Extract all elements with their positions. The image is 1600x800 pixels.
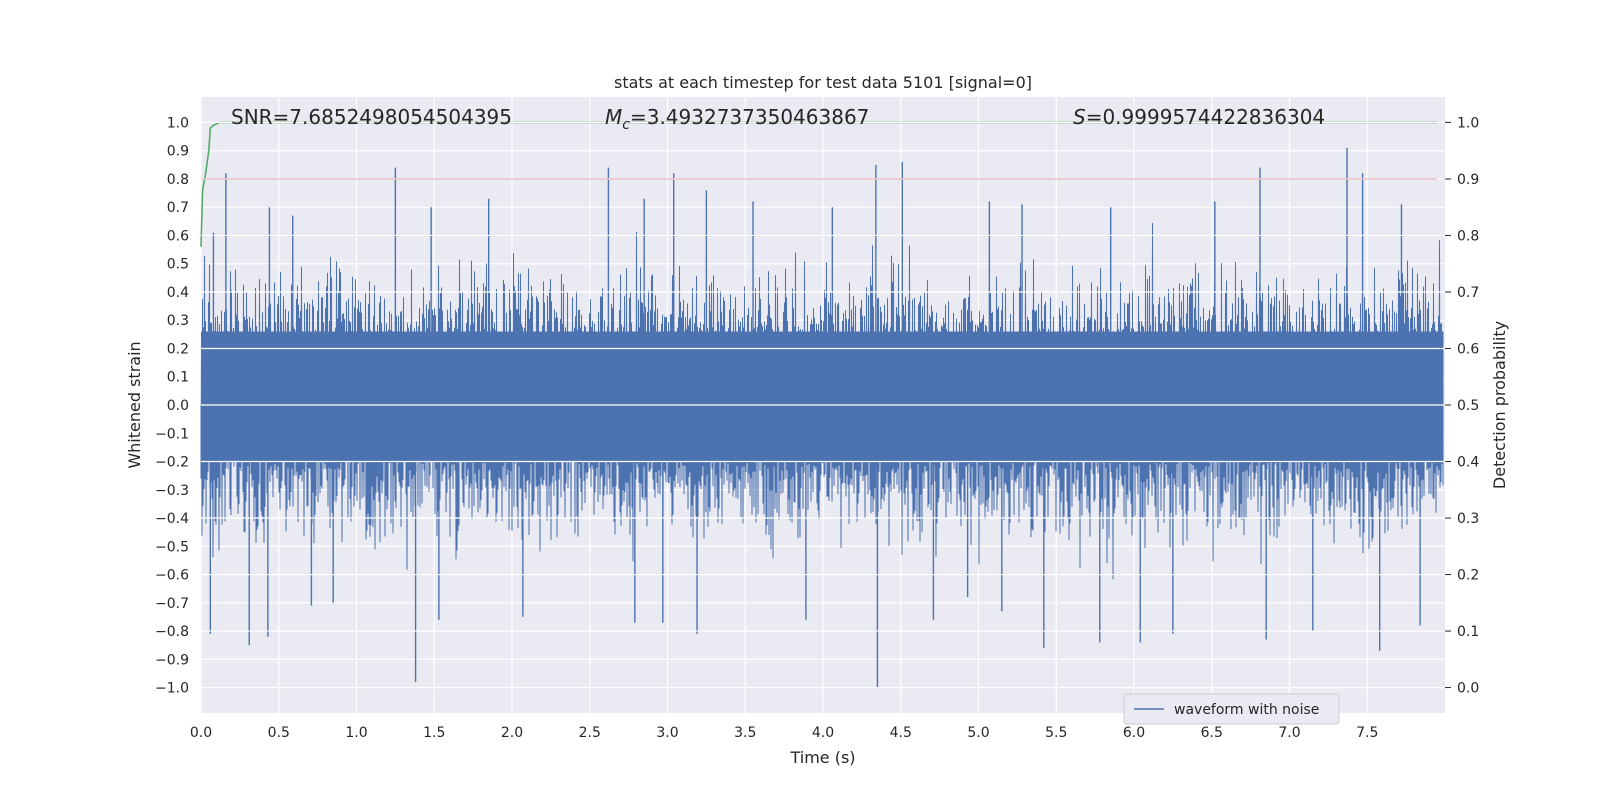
y2-tick-label: 0.6 xyxy=(1457,341,1479,357)
y-tick-label: 0.2 xyxy=(167,341,189,357)
x-tick-label: 3.0 xyxy=(656,725,678,741)
y-tick-label: −0.3 xyxy=(155,483,189,499)
y-tick-label: 0.9 xyxy=(167,144,189,160)
y-tick-label: −0.7 xyxy=(155,596,189,612)
y2-tick-label: 0.0 xyxy=(1457,681,1479,697)
s-symbol: S xyxy=(1073,105,1086,129)
y-tick-label: −0.1 xyxy=(155,426,189,442)
s-annotation: S=0.9999574422836304 xyxy=(1073,105,1325,129)
chirp-mass-value: =3.4932737350463867 xyxy=(630,105,869,129)
y-axis-ticks: 1.0 0.9 0.8 0.7 0.6 0.5 0.4 0.3 0.2 0.1 0.0 −0.1 −0.… xyxy=(155,115,189,696)
y-tick-label: −0.4 xyxy=(155,511,189,527)
y-tick-label: −0.5 xyxy=(155,539,189,555)
chirp-mass-annotation: Mc=3.4932737350463867 xyxy=(605,105,869,133)
waveform-series xyxy=(200,147,1444,688)
chart-title: stats at each timestep for test data 510… xyxy=(614,73,1032,92)
x-tick-label: 6.0 xyxy=(1123,725,1145,741)
snr-annotation: SNR=7.6852498054504395 xyxy=(231,105,512,129)
y-tick-label: −0.2 xyxy=(155,455,189,471)
x-tick-label: 1.5 xyxy=(423,725,445,741)
legend-box xyxy=(1123,693,1340,725)
y-tick-label: 1.0 xyxy=(167,115,189,131)
y2-tick-label: 0.5 xyxy=(1457,398,1479,414)
y-tick-label: 0.1 xyxy=(167,370,189,386)
y-tick-label: −0.9 xyxy=(155,652,189,668)
legend: waveform with noise xyxy=(1123,693,1340,725)
y2-axis-ticks: 1.0 0.9 0.8 0.7 0.6 0.5 0.4 0.3 0.2 0.1 0.0 xyxy=(1445,115,1479,697)
x-tick-label: 7.0 xyxy=(1278,725,1300,741)
x-tick-label: 0.5 xyxy=(268,725,290,741)
y-tick-label: 0.6 xyxy=(167,228,189,244)
y-tick-label: 0.0 xyxy=(167,398,189,414)
x-tick-label: 0.0 xyxy=(190,725,212,741)
y-axis-label: Whitened strain xyxy=(125,341,144,468)
waveform-core xyxy=(201,331,1444,462)
y2-axis-label: Detection probability xyxy=(1490,321,1509,489)
y2-tick-label: 0.7 xyxy=(1457,285,1479,301)
x-tick-label: 6.5 xyxy=(1201,725,1223,741)
y-tick-label: 0.8 xyxy=(167,172,189,188)
x-tick-label: 1.0 xyxy=(345,725,367,741)
y-tick-label: 0.7 xyxy=(167,200,189,216)
y2-tick-label: 1.0 xyxy=(1457,115,1479,131)
y2-tick-label: 0.8 xyxy=(1457,228,1479,244)
x-tick-label: 4.5 xyxy=(890,725,912,741)
x-tick-label: 7.5 xyxy=(1356,725,1378,741)
y-tick-label: 0.3 xyxy=(167,313,189,329)
y-tick-label: −0.6 xyxy=(155,568,189,584)
y-tick-label: 0.4 xyxy=(167,285,189,301)
x-tick-label: 2.0 xyxy=(501,725,523,741)
y2-tick-label: 0.4 xyxy=(1457,455,1479,471)
x-tick-label: 2.5 xyxy=(579,725,601,741)
x-tick-label: 5.0 xyxy=(967,725,989,741)
y-tick-label: −0.8 xyxy=(155,624,189,640)
y-tick-label: 0.5 xyxy=(167,257,189,273)
x-tick-label: 3.5 xyxy=(734,725,756,741)
x-tick-label: 5.5 xyxy=(1045,725,1067,741)
y-tick-label: −1.0 xyxy=(155,681,189,697)
y2-tick-label: 0.1 xyxy=(1457,624,1479,640)
chirp-mass-symbol: M xyxy=(605,105,622,129)
legend-entry: waveform with noise xyxy=(1174,702,1319,718)
s-value: =0.9999574422836304 xyxy=(1086,105,1325,129)
y2-tick-label: 0.3 xyxy=(1457,511,1479,527)
y2-tick-label: 0.9 xyxy=(1457,172,1479,188)
x-axis-label: Time (s) xyxy=(789,748,855,767)
x-axis-ticks: 0.0 0.5 1.0 1.5 2.0 2.5 3.0 3.5 4.0 4.5 5.0 5.5 6.0 6… xyxy=(190,725,1379,741)
chirp-mass-subscript: c xyxy=(622,117,630,133)
y2-tick-label: 0.2 xyxy=(1457,568,1479,584)
x-tick-label: 4.0 xyxy=(812,725,834,741)
right-axis-gridlines xyxy=(201,121,1445,689)
